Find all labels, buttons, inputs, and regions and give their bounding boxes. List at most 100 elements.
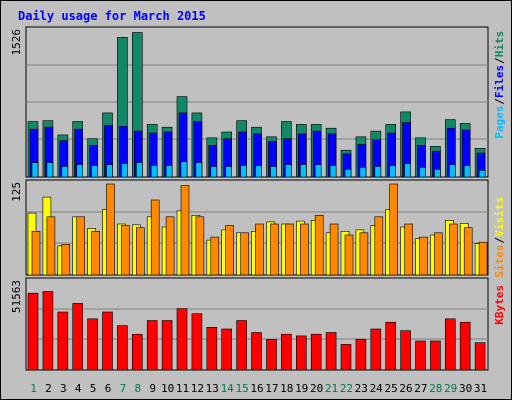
panel-bottom: 51563 xyxy=(10,277,489,371)
bar-pages-day-21 xyxy=(329,165,337,178)
day-label: 13 xyxy=(206,382,219,395)
bar-sites-day-23 xyxy=(359,232,369,276)
day-label: 6 xyxy=(105,382,112,395)
chart-panels: 1526 125 51563 xyxy=(10,26,489,371)
bar-sites-day-29 xyxy=(448,223,458,276)
day-label: 11 xyxy=(176,382,189,395)
day-label: 17 xyxy=(265,382,278,395)
bar-kbytes-day-14 xyxy=(221,328,232,371)
day-label: 25 xyxy=(384,382,397,395)
day-label: 30 xyxy=(459,382,472,395)
bar-sites-day-25 xyxy=(389,183,399,276)
bar-pages-day-2 xyxy=(46,162,54,178)
day-label: 31 xyxy=(474,382,487,395)
day-label: 19 xyxy=(295,382,308,395)
legend-sites: Sites xyxy=(493,244,506,277)
bar-sites-day-28 xyxy=(434,232,443,276)
bar-sites-day-1 xyxy=(31,231,41,276)
panel-middle: 125 xyxy=(10,179,489,276)
bar-kbytes-day-4 xyxy=(72,303,83,371)
bar-kbytes-day-19 xyxy=(295,335,307,371)
bar-sites-day-14 xyxy=(225,225,234,276)
bar-sites-day-6 xyxy=(106,183,115,276)
bar-kbytes-day-6 xyxy=(102,311,113,371)
bar-pages-day-24 xyxy=(374,166,382,178)
day-label: 22 xyxy=(340,382,353,395)
bar-sites-day-26 xyxy=(404,223,413,276)
bar-sites-day-13 xyxy=(210,236,220,276)
bar-pages-day-5 xyxy=(91,165,98,178)
panel-top-ymax-label: 1526 xyxy=(10,29,23,56)
bar-kbytes-day-5 xyxy=(87,318,98,371)
bar-sites-day-3 xyxy=(61,244,71,276)
bar-sites-day-8 xyxy=(136,227,145,276)
bar-sites-day-10 xyxy=(165,216,175,276)
bar-sites-day-9 xyxy=(150,199,160,276)
bar-sites-day-27 xyxy=(419,236,428,276)
bar-kbytes-day-9 xyxy=(146,320,158,371)
bar-kbytes-day-13 xyxy=(206,326,218,371)
bar-pages-day-31 xyxy=(478,170,486,178)
day-label: 20 xyxy=(310,382,323,395)
bar-pages-day-19 xyxy=(299,164,307,178)
bar-kbytes-day-30 xyxy=(459,321,471,371)
bar-sites-day-22 xyxy=(344,234,354,276)
day-label: 12 xyxy=(191,382,204,395)
day-label: 5 xyxy=(90,382,97,395)
bar-kbytes-day-20 xyxy=(310,333,322,371)
bar-pages-day-29 xyxy=(448,164,456,178)
day-axis: 1 2 3 4 5 6 7 8 9 10 11 12 13 14 15 16 17 18 19 20 21 22 23 24 2… xyxy=(30,382,487,395)
bar-kbytes-day-15 xyxy=(236,320,247,371)
bar-pages-day-13 xyxy=(210,166,218,178)
bar-kbytes-day-22 xyxy=(340,344,352,371)
day-label: 24 xyxy=(370,382,384,395)
day-label: 18 xyxy=(280,382,293,395)
bar-pages-day-17 xyxy=(270,166,277,178)
day-label: 23 xyxy=(355,382,368,395)
bar-pages-day-22 xyxy=(344,169,352,178)
bar-pages-day-27 xyxy=(419,167,426,178)
bar-sites-day-18 xyxy=(285,223,294,276)
day-label: 28 xyxy=(429,382,442,395)
day-label: 3 xyxy=(60,382,67,395)
bar-pages-day-9 xyxy=(150,165,158,178)
bar-kbytes-day-23 xyxy=(355,338,367,371)
chart-title: Daily usage for March 2015 xyxy=(18,9,206,23)
bar-kbytes-day-28 xyxy=(430,340,441,371)
day-label: 27 xyxy=(414,382,427,395)
day-label: 2 xyxy=(45,382,52,395)
bar-sites-day-30 xyxy=(463,227,473,276)
legend-hits: Hits xyxy=(493,31,506,58)
bar-kbytes-day-29 xyxy=(444,318,456,371)
legend-separator: / xyxy=(493,237,506,244)
bar-pages-day-16 xyxy=(255,165,262,178)
bar-kbytes-day-26 xyxy=(400,330,411,371)
bar-kbytes-day-10 xyxy=(161,320,173,371)
bar-pages-day-18 xyxy=(285,164,292,178)
bar-sites-day-21 xyxy=(329,223,339,276)
legend-separator: / xyxy=(493,57,506,64)
bar-pages-day-11 xyxy=(180,161,188,178)
day-label: 26 xyxy=(399,382,412,395)
bar-sites-day-5 xyxy=(91,231,100,276)
bar-kbytes-day-12 xyxy=(191,313,203,371)
bar-sites-day-2 xyxy=(46,216,56,276)
bar-sites-day-15 xyxy=(240,232,249,276)
bar-pages-day-25 xyxy=(389,165,397,178)
bar-sites-day-24 xyxy=(374,216,384,276)
bar-pages-day-12 xyxy=(195,162,203,178)
legend-separator: / xyxy=(493,98,506,105)
day-label: 29 xyxy=(444,382,457,395)
day-label: 9 xyxy=(149,382,156,395)
bar-sites-day-20 xyxy=(314,215,324,276)
bar-sites-day-17 xyxy=(270,223,279,276)
bar-pages-day-20 xyxy=(314,164,322,178)
day-label: 4 xyxy=(75,382,82,395)
legend-visits: Visits xyxy=(493,197,506,237)
day-label: 7 xyxy=(120,382,127,395)
panel-bottom-ymax-label: 51563 xyxy=(10,280,23,313)
bar-kbytes-day-11 xyxy=(176,308,188,371)
bar-sites-day-31 xyxy=(478,241,488,276)
